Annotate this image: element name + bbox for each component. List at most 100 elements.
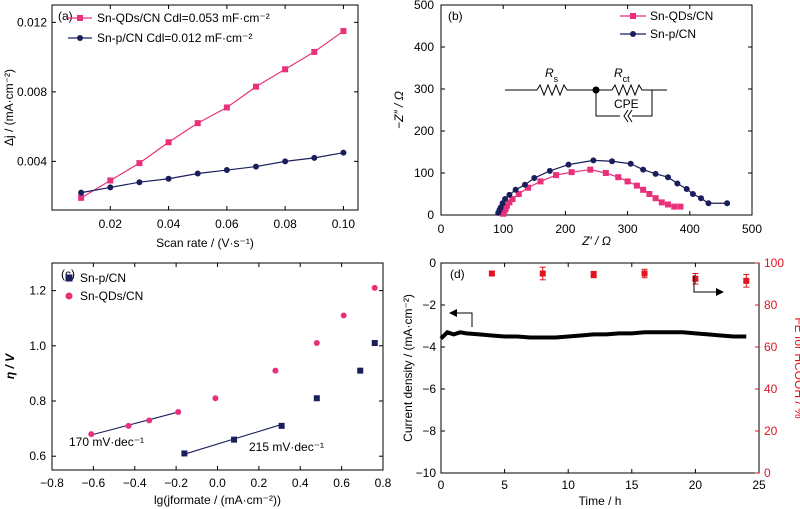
y-tick-label: −10 [416, 466, 437, 480]
fe-point [641, 270, 648, 277]
y-tick-label: 1.2 [29, 284, 46, 298]
data-point [223, 104, 230, 111]
data-point [194, 170, 201, 177]
x-tick-label: 0.10 [332, 217, 356, 231]
data-point [313, 395, 320, 402]
y-tick-label: 0 [429, 256, 436, 270]
data-point [503, 202, 510, 209]
x-tick-label: −0.8 [40, 476, 64, 490]
y-tick-label: 0 [427, 208, 434, 222]
fit-line-0 [89, 411, 179, 437]
x-tick-label: 0.04 [157, 217, 181, 231]
data-point [652, 170, 659, 177]
data-point [515, 191, 522, 197]
data-point [512, 186, 519, 193]
data-point [136, 160, 143, 167]
y-right-tick-label: 80 [764, 298, 778, 312]
y-tick-label: 0.012 [17, 15, 47, 29]
y-tick-label: −6 [422, 382, 436, 396]
panel-label-d: (d) [450, 267, 465, 281]
x-tick-label: −0.4 [123, 476, 147, 490]
y-right-axis-title: FE for HCOOH / % [792, 317, 800, 419]
y-tick-label: 500 [414, 0, 434, 12]
data-point [531, 175, 538, 182]
x-tick-label: 200 [555, 222, 575, 236]
x-tick-label: 5 [501, 478, 508, 492]
fe-point [743, 277, 750, 284]
data-point [194, 120, 201, 127]
data-point [313, 340, 320, 347]
data-point [665, 174, 672, 181]
data-point [640, 166, 647, 173]
data-point [78, 194, 85, 201]
data-point [674, 180, 681, 187]
legend-marker [77, 35, 83, 41]
x-tick-label: 20 [689, 478, 703, 492]
left-axis-arrow [455, 312, 473, 327]
data-point [568, 169, 575, 176]
y-tick-label: 0.8 [29, 394, 46, 408]
legend-label: Sn-QDs/CN Cdl=0.053 mF·cm⁻² [97, 11, 270, 25]
y-tick-label: 1.0 [29, 339, 46, 353]
legend-marker [630, 13, 636, 19]
series-line-0 [80, 30, 344, 199]
legend-label: Sn-p/CN [650, 27, 696, 41]
y-tick-label: −2 [422, 298, 436, 312]
x-tick-label: 10 [562, 478, 576, 492]
legend-marker [65, 274, 73, 282]
rs-label: Rs [545, 66, 559, 84]
x-tick-label: 0 [438, 478, 445, 492]
data-point [724, 200, 731, 207]
x-tick-label: 0.4 [292, 476, 309, 490]
data-point [509, 196, 516, 203]
data-point [146, 417, 153, 424]
y-axis-title: Current density / (mA·cm⁻²) [401, 294, 415, 442]
y-right-tick-label: 20 [764, 424, 778, 438]
x-axis-title: Z′ / Ω [581, 234, 611, 248]
x-tick-label: 100 [493, 222, 513, 236]
y-tick-label: 200 [414, 124, 434, 138]
x-tick-label: 15 [625, 478, 639, 492]
data-point [590, 157, 597, 164]
right-arrowhead [716, 288, 724, 296]
panel-b-frame [440, 4, 753, 216]
x-tick-label: 0.06 [215, 217, 239, 231]
y-right-tick-label: 60 [764, 340, 778, 354]
current-density-line [439, 330, 747, 341]
data-point [689, 191, 696, 197]
rct-label: Rct [614, 66, 630, 84]
data-point [278, 422, 285, 429]
data-point [136, 179, 143, 186]
right-axis-arrow [693, 275, 718, 293]
legend-marker [65, 292, 73, 300]
y-tick-label: 0.6 [29, 449, 46, 463]
data-point [181, 450, 188, 457]
data-point [165, 175, 172, 182]
data-point [652, 195, 659, 202]
data-point [311, 48, 318, 55]
data-point [357, 367, 364, 374]
data-point [506, 191, 513, 198]
x-tick-label: −0.2 [164, 476, 188, 490]
y-tick-label: 0.004 [17, 154, 47, 168]
data-point [371, 340, 378, 347]
data-point [521, 181, 528, 188]
data-point [175, 409, 182, 416]
data-point [633, 182, 640, 189]
data-point [553, 172, 560, 179]
circuit-wire [595, 90, 620, 117]
data-point [677, 203, 684, 210]
data-point [665, 201, 672, 208]
data-point [565, 161, 572, 168]
legend-label: Sn-p/CN Cdl=0.012 mF·cm⁻² [97, 31, 252, 45]
series-line-1 [497, 159, 728, 214]
legend-marker [630, 31, 636, 37]
fe-point [590, 271, 597, 278]
data-point [340, 312, 347, 319]
y-right-tick-label: 0 [764, 466, 771, 480]
data-point [615, 174, 622, 181]
y-axis-title: Δj / (mA·cm⁻²) [2, 69, 16, 146]
data-point [272, 367, 279, 374]
data-point [212, 395, 219, 402]
rs-resistor [536, 83, 568, 97]
